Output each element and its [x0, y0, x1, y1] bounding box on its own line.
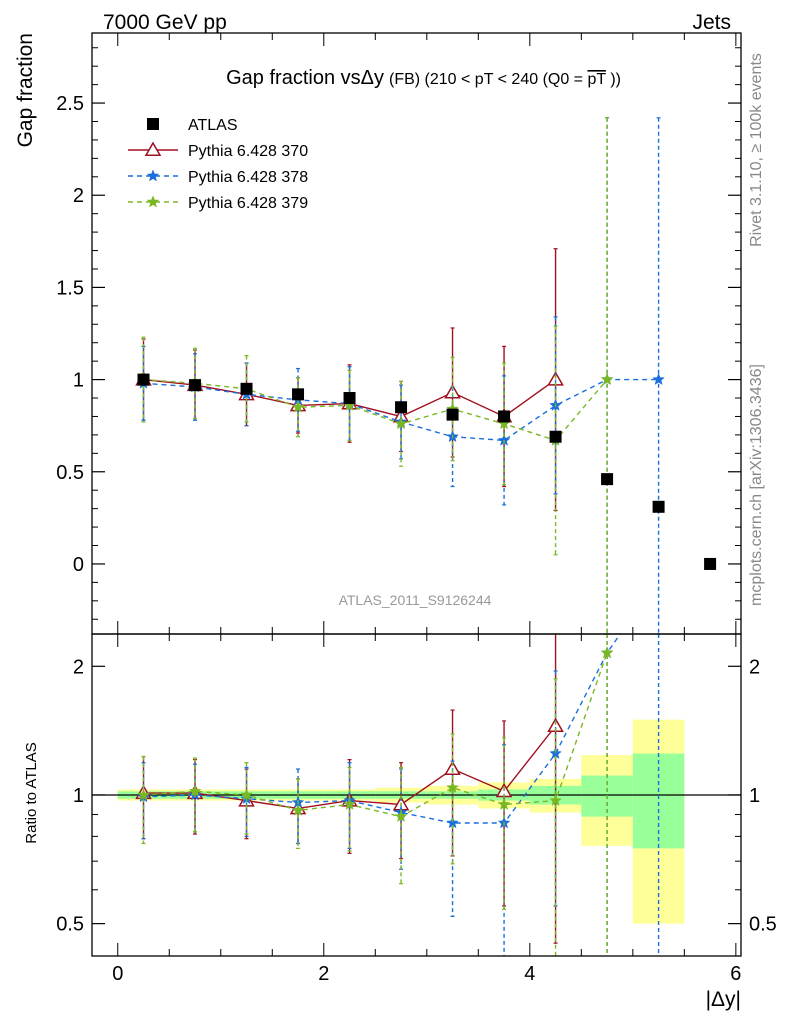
data-point	[652, 500, 665, 513]
y-tick-label: 1	[73, 370, 84, 392]
x-tick-label: 6	[730, 963, 741, 985]
mcplots-label: mcplots.cern.ch [arXiv:1306.3436]	[748, 364, 765, 606]
y-tick-label: 1.5	[56, 277, 84, 299]
ratio-panel: 0.5 0.5 1 1 2 2 0 2 4 6 Ratio to ATLAS |Δy|	[23, 633, 777, 1011]
legend-marker	[146, 169, 160, 182]
ratio-y-tick-label-right: 2	[749, 656, 760, 678]
rivet-label: Rivet 3.1.10, ≥ 100k events	[748, 53, 765, 247]
ratio-marker	[446, 781, 459, 794]
x-axis-label: |Δy|	[706, 988, 741, 1011]
data-point	[498, 410, 511, 423]
ratio-ylabel: Ratio to ATLAS	[23, 742, 40, 843]
y-tick-label: 0.5	[56, 462, 84, 484]
legend-marker	[146, 195, 160, 208]
ratio-marker	[137, 788, 150, 801]
legend-label: Pythia 6.428 378	[188, 169, 308, 186]
title-over: pT	[587, 71, 606, 88]
y-tick-label: 0	[73, 554, 84, 576]
ratio-y-tick-label-left: 1	[73, 785, 84, 807]
data-point	[549, 430, 562, 443]
ratio-y-tick-label-right: 0.5	[749, 914, 777, 936]
legend-label: Pythia 6.428 379	[188, 195, 308, 212]
ratio-series-p379	[137, 634, 614, 956]
ratio-y-tick-label-right: 1	[749, 785, 760, 807]
y-tick-label: 2	[73, 185, 84, 207]
ratio-series-line	[143, 652, 608, 818]
x-tick-label: 2	[318, 963, 329, 985]
marker	[600, 372, 614, 385]
svg-text:(FB) (210 < pT < 240 (Q0 =: (FB) (210 < pT < 240 (Q0 = pT ))	[389, 71, 621, 88]
x-tick-label: 4	[524, 963, 535, 985]
ratio-marker	[549, 793, 562, 807]
header-right: Jets	[692, 11, 731, 34]
data-point	[395, 401, 408, 414]
data-point	[704, 557, 717, 570]
svg-text:Gap fraction vsΔy: Gap fraction vsΔy	[226, 67, 384, 89]
data-point	[137, 373, 150, 386]
data-point	[343, 392, 356, 405]
data-point	[601, 473, 614, 486]
chart-title: Gap fraction vsΔy (FB) (210 < pT < 240 (…	[226, 67, 621, 89]
title-main: Gap fraction vsΔy	[226, 67, 384, 89]
legend: ATLAS Pythia 6.428 370 Pythia 6.428 378 Pyt…	[128, 117, 308, 212]
title-end: ))	[610, 71, 621, 88]
marker	[394, 417, 408, 430]
ratio-marker	[497, 797, 511, 810]
ratio-marker	[240, 788, 253, 801]
data-point	[240, 382, 253, 395]
ratio-marker	[291, 803, 305, 816]
data-point	[446, 408, 459, 421]
main-ylabel: Gap fraction	[14, 33, 37, 147]
ratio-marker	[394, 809, 408, 822]
header-left: 7000 GeV pp	[103, 11, 227, 34]
ratio-y-tick-label-left: 2	[73, 656, 84, 678]
marker	[652, 372, 665, 385]
legend-label: Pythia 6.428 370	[188, 143, 308, 160]
legend-label: ATLAS	[188, 117, 238, 134]
data-point	[292, 388, 305, 401]
data-point	[189, 379, 202, 392]
ratio-y-tick-label-left: 0.5	[56, 914, 84, 936]
series-line	[143, 378, 608, 442]
series-atlas	[137, 373, 717, 570]
legend-marker	[144, 141, 162, 156]
ratio-marker	[343, 797, 356, 810]
ratio-marker	[188, 784, 202, 797]
title-sub: (FB) (210 < pT < 240 (Q0 =	[389, 71, 583, 88]
legend-marker	[147, 118, 159, 130]
marker	[291, 400, 305, 413]
y-tick-label: 2.5	[56, 93, 84, 115]
watermark: ATLAS_2011_S9126244	[339, 592, 492, 608]
ratio-series-line	[143, 633, 621, 824]
ratio-marker	[600, 646, 614, 659]
main-panel: 0 0.5 1 1.5 2 2.5 Gap fraction Gap fraction v…	[14, 32, 742, 635]
x-tick-label: 0	[112, 963, 123, 985]
